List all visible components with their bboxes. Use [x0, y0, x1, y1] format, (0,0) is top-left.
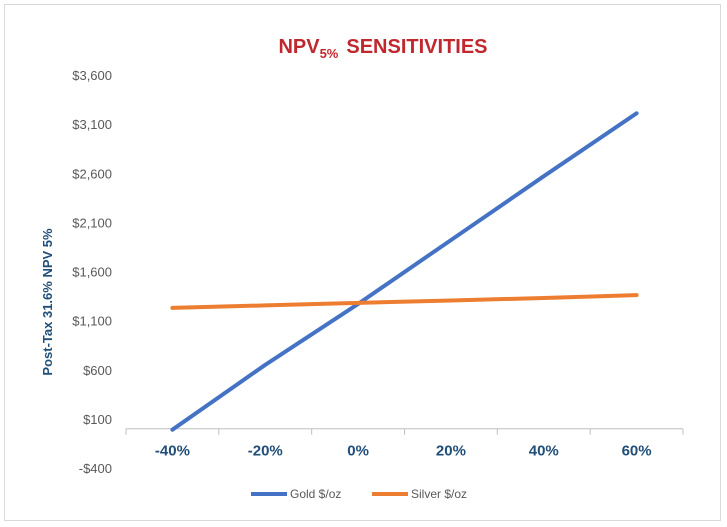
series-lines	[170, 111, 639, 432]
chart-frame	[4, 4, 721, 521]
y-tick-label: $3,100	[72, 117, 112, 132]
y-tick-label: -$400	[79, 461, 112, 476]
y-tick-labels: -$400 $100 $600 $1,100 $1,600 $2,100 $2,600 $3,…	[72, 68, 112, 476]
y-axis-label: Post-Tax 31.6% NPV 5%	[40, 228, 55, 376]
x-tick-label: 40%	[529, 443, 559, 460]
series-line-silver	[170, 293, 639, 310]
chart-title-suffix: SENSITIVITIES	[346, 36, 488, 58]
legend: Gold $/oz Silver $/oz	[251, 487, 467, 501]
chart-title: NPV5% SENSITIVITIES	[0, 36, 727, 61]
y-tick-label: $600	[83, 363, 112, 378]
x-tick-labels: -40% -20% 0% 20% 40% 60%	[155, 443, 652, 460]
x-tick-label: -40%	[155, 443, 190, 460]
y-tick-label: $3,600	[72, 68, 112, 83]
chart-title-main: NPV	[278, 36, 320, 58]
y-tick-label: $100	[83, 412, 112, 427]
chart-title-subscript: 5%	[319, 46, 339, 61]
x-axis	[125, 428, 684, 435]
legend-label: Silver $/oz	[411, 487, 467, 501]
x-tick-label: 0%	[347, 443, 369, 460]
series-line-gold	[170, 111, 639, 432]
x-tick-label: -20%	[248, 443, 283, 460]
x-tick-label: 20%	[436, 443, 466, 460]
y-tick-label: $1,100	[72, 314, 112, 329]
y-tick-label: $2,600	[72, 166, 112, 181]
legend-label: Gold $/oz	[290, 487, 341, 501]
x-tick-label: 60%	[622, 443, 652, 460]
y-tick-label: $1,600	[72, 265, 112, 280]
y-tick-label: $2,100	[72, 215, 112, 230]
